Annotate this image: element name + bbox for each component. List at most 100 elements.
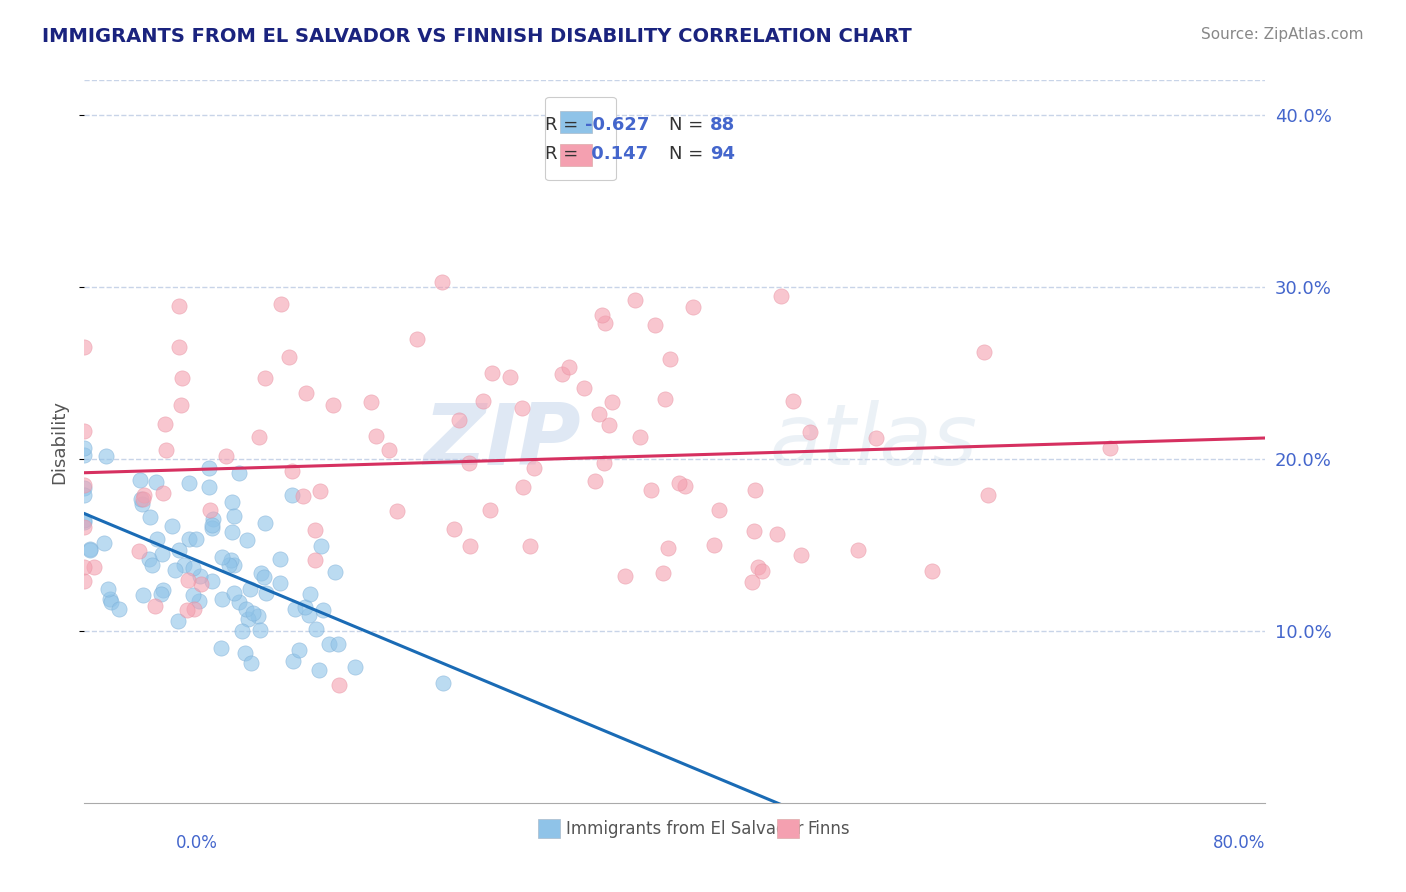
Point xyxy=(177,532,200,546)
Point xyxy=(218,558,240,572)
Point xyxy=(751,564,773,578)
Point xyxy=(141,558,163,572)
Legend: , : , xyxy=(546,96,616,180)
Point xyxy=(583,474,606,488)
Point xyxy=(298,607,321,622)
Y-axis label: Disability: Disability xyxy=(51,400,69,483)
Point xyxy=(214,449,236,463)
Point xyxy=(630,430,652,444)
Point xyxy=(132,492,155,507)
Point xyxy=(512,480,534,494)
Point xyxy=(236,612,259,626)
Point xyxy=(246,608,269,623)
Point xyxy=(318,637,340,651)
Text: N =: N = xyxy=(669,145,709,163)
Point xyxy=(149,587,172,601)
Point xyxy=(228,466,250,480)
Point xyxy=(254,586,277,600)
Text: IMMIGRANTS FROM EL SALVADOR VS FINNISH DISABILITY CORRELATION CHART: IMMIGRANTS FROM EL SALVADOR VS FINNISH D… xyxy=(42,27,912,45)
Point xyxy=(624,293,647,308)
Point xyxy=(277,350,299,364)
Point xyxy=(73,574,96,588)
Point xyxy=(443,522,465,536)
Text: R =: R = xyxy=(546,117,583,135)
Point xyxy=(744,483,766,497)
Point xyxy=(143,599,166,613)
Point xyxy=(458,456,481,470)
Point xyxy=(668,476,690,491)
Point xyxy=(304,552,326,566)
Point xyxy=(155,443,177,458)
Text: -0.627: -0.627 xyxy=(585,117,650,135)
Point xyxy=(299,587,322,601)
Point xyxy=(360,394,382,409)
Point xyxy=(167,299,190,313)
Point xyxy=(510,401,533,416)
Point xyxy=(167,542,190,557)
Point xyxy=(673,479,696,493)
Point xyxy=(308,663,330,677)
Point xyxy=(328,677,350,691)
Point xyxy=(239,657,262,671)
Point xyxy=(98,591,121,606)
Text: N =: N = xyxy=(669,117,709,135)
Point xyxy=(165,563,187,577)
Point xyxy=(79,542,101,557)
Point xyxy=(239,582,262,596)
Point xyxy=(198,480,221,494)
Point xyxy=(640,483,662,497)
Point xyxy=(198,503,221,517)
Point xyxy=(449,412,471,426)
Point xyxy=(304,523,326,537)
Point xyxy=(138,552,160,566)
Point xyxy=(179,475,201,490)
Text: atlas: atlas xyxy=(769,400,977,483)
Point xyxy=(177,573,200,587)
Point xyxy=(211,592,233,607)
Point xyxy=(644,318,666,332)
Point xyxy=(73,442,96,456)
Point xyxy=(977,488,1000,502)
Point xyxy=(707,503,730,517)
Point xyxy=(765,526,787,541)
Point xyxy=(323,565,346,579)
Point xyxy=(385,504,408,518)
Point xyxy=(588,407,610,421)
Point xyxy=(139,510,162,524)
Point xyxy=(198,461,221,475)
Point xyxy=(281,488,304,502)
Point xyxy=(312,602,335,616)
Point xyxy=(481,366,503,380)
Point xyxy=(343,660,366,674)
Point xyxy=(591,309,613,323)
Point xyxy=(551,367,574,381)
Point xyxy=(703,538,725,552)
Point xyxy=(249,624,271,638)
Point xyxy=(405,332,427,346)
Point xyxy=(221,495,243,509)
Point xyxy=(201,518,224,533)
Point xyxy=(221,524,243,539)
Point xyxy=(295,386,318,401)
Point xyxy=(309,483,332,498)
Point xyxy=(150,547,173,561)
Point xyxy=(865,431,887,445)
Point xyxy=(270,297,292,311)
Point xyxy=(471,393,494,408)
Point xyxy=(228,595,250,609)
Point xyxy=(598,417,620,432)
Point xyxy=(209,640,232,655)
Point xyxy=(326,637,349,651)
Point xyxy=(97,582,120,596)
Point xyxy=(499,370,522,384)
Point xyxy=(222,586,245,600)
Point xyxy=(93,535,115,549)
Point xyxy=(249,566,271,581)
Point xyxy=(73,424,96,438)
Point xyxy=(741,574,763,589)
Point xyxy=(269,575,291,590)
Point xyxy=(281,464,304,478)
Point xyxy=(181,561,204,575)
Point xyxy=(231,624,253,639)
Point xyxy=(145,475,167,489)
